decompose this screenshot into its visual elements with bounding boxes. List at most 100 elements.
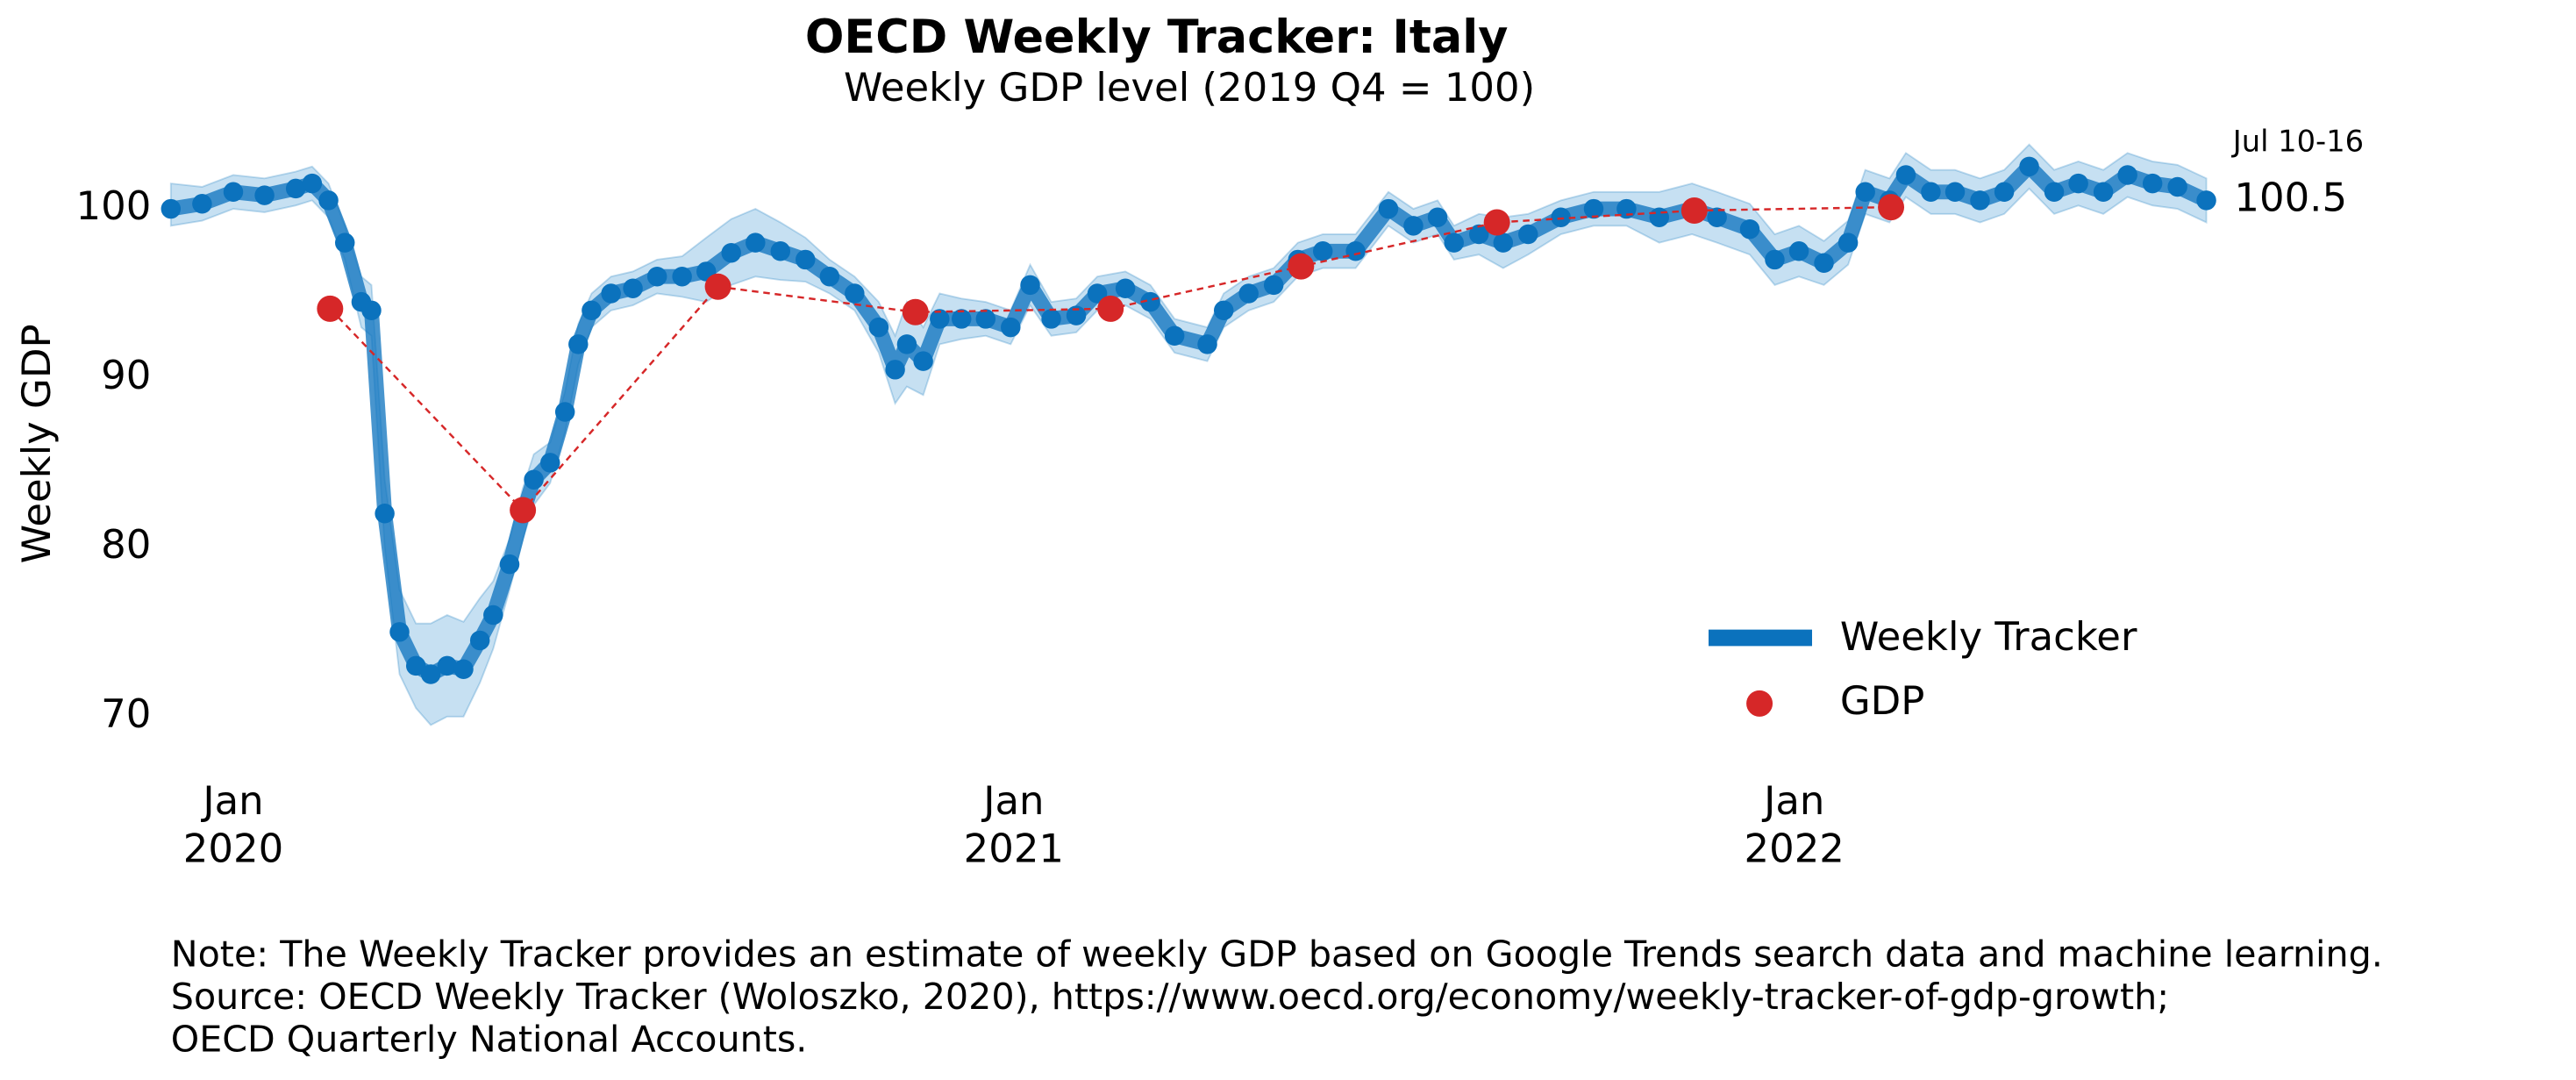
tracker-point	[2093, 182, 2114, 203]
tracker-point	[1855, 182, 1875, 203]
tracker-point	[1197, 334, 1217, 354]
tracker-point	[1944, 182, 1966, 203]
tracker-point	[389, 622, 410, 642]
tracker-point	[896, 334, 917, 354]
tracker-point	[1739, 218, 1760, 240]
tracker-point	[721, 242, 741, 263]
tracker-point	[469, 630, 490, 651]
tracker-point	[1518, 224, 1538, 245]
note: Note: The Weekly Tracker provides an est…	[171, 933, 2383, 975]
tracker-point	[524, 469, 544, 490]
tracker-point	[1551, 207, 1571, 227]
tracker-point	[1001, 317, 1021, 338]
tracker-point	[499, 554, 520, 575]
tracker-point	[1765, 249, 1785, 270]
y-axis-label: Weekly GDP	[13, 324, 60, 563]
tracker-point	[1238, 283, 1259, 304]
tracker-point	[192, 194, 212, 214]
tracker-point	[223, 182, 244, 203]
tracker-point	[1837, 232, 1859, 253]
tracker-point	[1213, 300, 1234, 321]
tracker-point	[746, 232, 766, 253]
tracker-point	[568, 334, 589, 354]
tracker-point	[951, 309, 972, 329]
chart-subtitle: Weekly GDP level (2019 Q4 = 100)	[844, 64, 1535, 111]
gdp-point	[1097, 295, 1124, 322]
gdp-point	[510, 497, 537, 524]
gdp-point	[1288, 253, 1315, 280]
y-tick-label: 70	[101, 690, 151, 737]
tracker-point	[483, 604, 503, 626]
x-tick-label: Jan 2020	[183, 777, 283, 871]
tracker-point	[375, 504, 395, 524]
tracker-point	[405, 655, 426, 676]
x-tick-label: Jan 2022	[1745, 777, 1845, 871]
tracker-point	[770, 241, 791, 261]
tracker-point	[1020, 275, 1040, 296]
tracker-point	[1583, 198, 1604, 219]
gdp-point	[1680, 197, 1708, 224]
tracker-point	[453, 659, 474, 679]
tracker-point	[1378, 198, 1399, 219]
tracker-point	[254, 185, 275, 205]
tracker-point	[318, 190, 339, 211]
tracker-point	[582, 300, 602, 321]
tracker-point	[2142, 173, 2163, 194]
tracker-point	[975, 309, 996, 329]
tracker-point	[845, 283, 865, 304]
tracker-point	[646, 266, 667, 287]
tracker-point	[1427, 207, 1448, 227]
tracker-point	[885, 360, 905, 380]
tracker-point	[796, 249, 816, 270]
chart-title: OECD Weekly Tracker: Italy	[805, 11, 1509, 64]
annotation: 100.5	[2234, 174, 2347, 220]
tracker-point	[161, 198, 182, 219]
tracker-point	[2019, 156, 2039, 177]
tracker-point	[623, 278, 643, 298]
tracker-point	[2044, 182, 2065, 203]
tracker-point	[335, 232, 355, 253]
tracker-point	[1403, 216, 1424, 236]
tracker-point	[1115, 278, 1136, 298]
tracker-point	[420, 664, 441, 684]
gdp-point	[902, 298, 929, 325]
tracker-point	[1814, 253, 1834, 274]
tracker-point	[1066, 305, 1087, 325]
tracker-point	[1895, 165, 1916, 185]
tracker-point	[1312, 241, 1333, 261]
tracker-point	[672, 266, 692, 287]
tracker-point	[540, 453, 560, 473]
tracker-point	[2196, 190, 2216, 211]
gdp-point	[704, 273, 731, 300]
tracker-point	[1444, 232, 1464, 253]
tracker-point	[1345, 241, 1366, 261]
tracker-point	[361, 300, 382, 321]
y-tick-label: 100	[76, 182, 152, 229]
tracker-point	[437, 655, 458, 676]
tracker-point	[930, 309, 950, 329]
tracker-point	[285, 178, 306, 199]
tracker-point	[1921, 182, 1941, 203]
tracker-point	[601, 283, 621, 304]
legend-label: Weekly Tracker	[1840, 613, 2137, 660]
tracker-point	[2068, 173, 2088, 194]
tracker-point	[913, 351, 933, 371]
tracker-point	[1041, 309, 1061, 329]
y-tick-label: 80	[101, 521, 151, 568]
tracker-point	[1994, 182, 2015, 203]
tracker-point	[2167, 176, 2187, 197]
tracker-point	[1788, 241, 1809, 261]
tracker-line	[169, 159, 2210, 682]
note: OECD Quarterly National Accounts.	[171, 1019, 808, 1061]
tracker-point	[1263, 275, 1284, 296]
gdp-point	[1483, 209, 1510, 236]
tracker-point	[1164, 325, 1185, 346]
tracker-point	[1468, 224, 1489, 245]
legend-label: GDP	[1840, 677, 1925, 724]
gdp-point	[317, 295, 344, 322]
y-tick-label: 90	[101, 352, 151, 398]
annotation: Jul 10-16	[2231, 125, 2364, 159]
tracker-point	[1140, 291, 1160, 312]
tracker-point	[1970, 190, 1990, 211]
